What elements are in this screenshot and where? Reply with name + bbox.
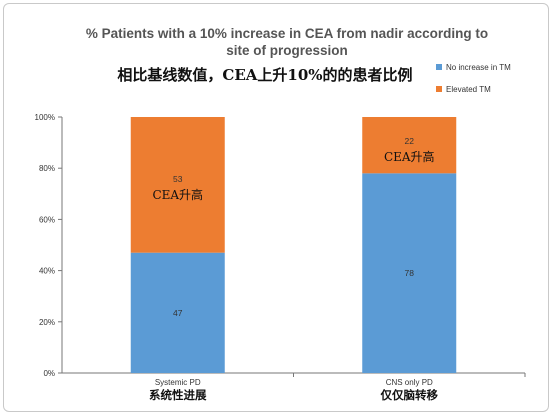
chart-title-line-2: site of progression: [226, 43, 348, 58]
chart-subtitle: 相比基线数值，CEA上升10%的的患者比例: [117, 66, 412, 84]
legend-label-elevated: Elevated TM: [446, 85, 491, 94]
y-tick-label: 60%: [39, 215, 55, 224]
bar-segment-no-increase: [362, 173, 457, 373]
data-label: 78: [405, 268, 415, 278]
y-tick-label: 0%: [43, 369, 55, 378]
legend-swatch-elevated: [436, 86, 442, 92]
bars: [130, 117, 457, 373]
y-tick-label: 40%: [39, 267, 55, 276]
legend-label-no-increase: No increase in TM: [446, 63, 511, 72]
chart-title-line-1: % Patients with a 10% increase in CEA fr…: [86, 26, 488, 41]
x-category-label-cn: 仅仅脑转移: [380, 388, 439, 402]
x-category-label: CNS only PD: [386, 378, 433, 387]
y-tick-label: 20%: [39, 318, 55, 327]
bar-segment-no-increase: [130, 252, 225, 373]
bar-segment-elevated: [130, 117, 225, 253]
y-tick-label: 100%: [35, 113, 55, 122]
y-tick-label: 80%: [39, 164, 55, 173]
annotation-cea-elevated: CEA升高: [384, 149, 435, 164]
bar-segment-elevated: [362, 117, 457, 174]
legend: No increase in TM Elevated TM: [436, 63, 511, 94]
x-category-label-cn: 系统性进展: [149, 388, 207, 402]
x-category-label: Systemic PD: [155, 378, 201, 387]
chart-frame: [3, 3, 549, 412]
annotation-cea-elevated: CEA升高: [152, 187, 203, 202]
data-label: 22: [405, 136, 415, 146]
data-label: 53: [173, 174, 183, 184]
data-label: 47: [173, 308, 183, 318]
legend-swatch-no-increase: [436, 64, 442, 70]
